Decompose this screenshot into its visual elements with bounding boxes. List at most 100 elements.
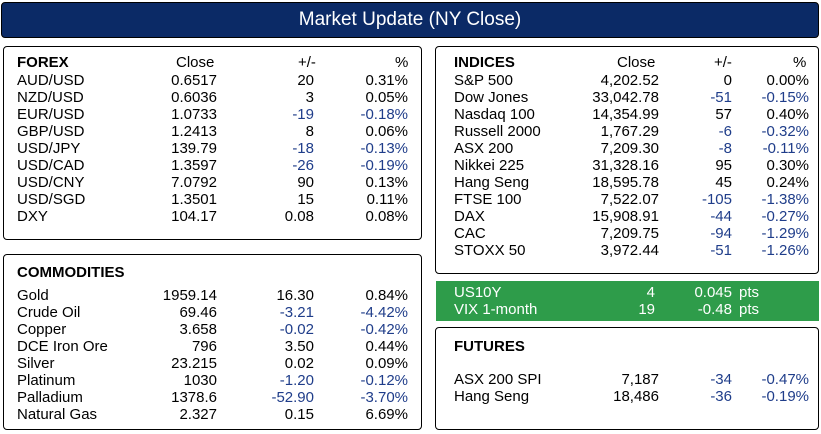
row-pct: 0.09% xyxy=(365,355,408,372)
rate-row: VIX 1-month 19 -0.48 pts xyxy=(436,301,819,318)
row-name: AUD/USD xyxy=(17,72,85,89)
row-pct: 0.40% xyxy=(766,106,809,123)
table-row: Nikkei 225 31,328.16 95 0.30% xyxy=(436,157,820,174)
forex-col-change: +/- xyxy=(298,54,316,71)
row-close: 7,209.75 xyxy=(600,225,659,242)
row-close: 1,767.29 xyxy=(600,123,659,140)
row-close: 0.6036 xyxy=(171,89,217,106)
row-pct: -0.32% xyxy=(761,123,809,140)
indices-panel: INDICES Close +/- % S&P 500 4,202.52 0 0.00… xyxy=(435,46,819,274)
page-header: Market Update (NY Close) xyxy=(1,2,819,38)
row-name: S&P 500 xyxy=(454,72,513,89)
row-change: -8 xyxy=(718,140,732,157)
table-row: Gold 1959.14 16.30 0.84% xyxy=(4,287,423,304)
row-change: 20 xyxy=(297,72,314,89)
row-change: 57 xyxy=(715,106,732,123)
table-row: USD/SGD 1.3501 15 0.11% xyxy=(4,191,423,208)
row-change: 90 xyxy=(297,174,314,191)
table-row: ASX 200 SPI 7,187 -34 -0.47% xyxy=(436,371,820,388)
indices-col-change: +/- xyxy=(714,54,732,71)
commodities-panel: COMMODITIES Gold 1959.14 16.30 0.84% Crude O… xyxy=(3,254,422,430)
row-change: 0.08 xyxy=(284,208,314,225)
table-row: EUR/USD 1.0733 -19 -0.18% xyxy=(4,106,423,123)
row-close: 3.658 xyxy=(179,321,217,338)
commodities-title: COMMODITIES xyxy=(17,264,125,281)
row-close: 31,328.16 xyxy=(592,157,659,174)
row-name: Dow Jones xyxy=(454,89,529,106)
row-close: 1.0733 xyxy=(171,106,217,123)
row-name: ASX 200 SPI xyxy=(454,371,542,388)
row-close: 15,908.91 xyxy=(592,208,659,225)
table-row: Hang Seng 18,595.78 45 0.24% xyxy=(436,174,820,191)
row-pct: -0.42% xyxy=(360,321,408,338)
rate-name: VIX 1-month xyxy=(454,301,538,318)
row-close: 0.6517 xyxy=(171,72,217,89)
row-change: 95 xyxy=(715,157,732,174)
table-row: Nasdaq 100 14,354.99 57 0.40% xyxy=(436,106,820,123)
row-name: Crude Oil xyxy=(17,304,81,321)
row-pct: 0.00% xyxy=(766,72,809,89)
row-close: 7,209.30 xyxy=(600,140,659,157)
row-change: -105 xyxy=(701,191,732,208)
table-row: Palladium 1378.6 -52.90 -3.70% xyxy=(4,389,423,406)
row-pct: 0.13% xyxy=(365,174,408,191)
forex-col-pct: % xyxy=(395,54,409,71)
row-name: FTSE 100 xyxy=(454,191,522,208)
row-close: 104.17 xyxy=(171,208,217,225)
row-close: 3,972.44 xyxy=(600,242,659,259)
table-row: Hang Seng 18,486 -36 -0.19% xyxy=(436,388,820,405)
row-pct: -0.19% xyxy=(761,388,809,405)
rate-row: US10Y 4 0.045 pts xyxy=(436,284,819,301)
row-close: 1.2413 xyxy=(171,123,217,140)
table-row: Russell 2000 1,767.29 -6 -0.32% xyxy=(436,123,820,140)
row-change: -52.90 xyxy=(271,389,314,406)
row-pct: -0.15% xyxy=(761,89,809,106)
row-close: 1959.14 xyxy=(162,287,217,304)
table-row: NZD/USD 0.6036 3 0.05% xyxy=(4,89,423,106)
rate-name: US10Y xyxy=(454,284,502,301)
table-row: Crude Oil 69.46 -3.21 -4.42% xyxy=(4,304,423,321)
forex-col-close: Close xyxy=(176,54,215,71)
row-close: 1378.6 xyxy=(171,389,217,406)
row-close: 18,595.78 xyxy=(592,174,659,191)
indices-col-close: Close xyxy=(617,54,656,71)
row-name: USD/SGD xyxy=(17,191,86,208)
row-change: -36 xyxy=(710,388,732,405)
futures-panel: FUTURES ASX 200 SPI 7,187 -34 -0.47% Hang Se… xyxy=(435,327,819,430)
row-close: 796 xyxy=(191,338,217,355)
row-change: 16.30 xyxy=(276,287,314,304)
row-close: 7.0792 xyxy=(171,174,217,191)
rate-level: 19 xyxy=(638,301,655,318)
row-pct: -0.19% xyxy=(360,157,408,174)
table-row: Platinum 1030 -1.20 -0.12% xyxy=(4,372,423,389)
row-pct: -4.42% xyxy=(360,304,408,321)
forex-title: FOREX xyxy=(17,54,69,71)
row-close: 1030 xyxy=(183,372,217,389)
table-row: FTSE 100 7,522.07 -105 -1.38% xyxy=(436,191,820,208)
row-name: DXY xyxy=(17,208,48,225)
table-row: Natural Gas 2.327 0.15 6.69% xyxy=(4,406,423,423)
row-pct: -0.13% xyxy=(360,140,408,157)
futures-title: FUTURES xyxy=(454,338,525,355)
row-change: 15 xyxy=(297,191,314,208)
row-change: -1.20 xyxy=(279,372,314,389)
rate-level: 4 xyxy=(646,284,655,301)
table-row: GBP/USD 1.2413 8 0.06% xyxy=(4,123,423,140)
table-row: DAX 15,908.91 -44 -0.27% xyxy=(436,208,820,225)
table-row: STOXX 50 3,972.44 -51 -1.26% xyxy=(436,242,820,259)
table-row: AUD/USD 0.6517 20 0.31% xyxy=(4,72,423,89)
row-close: 4,202.52 xyxy=(600,72,659,89)
row-name: Palladium xyxy=(17,389,83,406)
row-pct: 0.08% xyxy=(365,208,408,225)
row-change: -44 xyxy=(710,208,732,225)
rate-unit: pts xyxy=(739,284,760,301)
table-row: DCE Iron Ore 796 3.50 0.44% xyxy=(4,338,423,355)
row-pct: 0.31% xyxy=(365,72,408,89)
row-name: EUR/USD xyxy=(17,106,85,123)
row-name: GBP/USD xyxy=(17,123,85,140)
row-pct: -1.29% xyxy=(761,225,809,242)
row-name: Nasdaq 100 xyxy=(454,106,535,123)
row-change: -26 xyxy=(292,157,314,174)
rate-unit: pts xyxy=(739,301,760,318)
table-row: USD/CAD 1.3597 -26 -0.19% xyxy=(4,157,423,174)
